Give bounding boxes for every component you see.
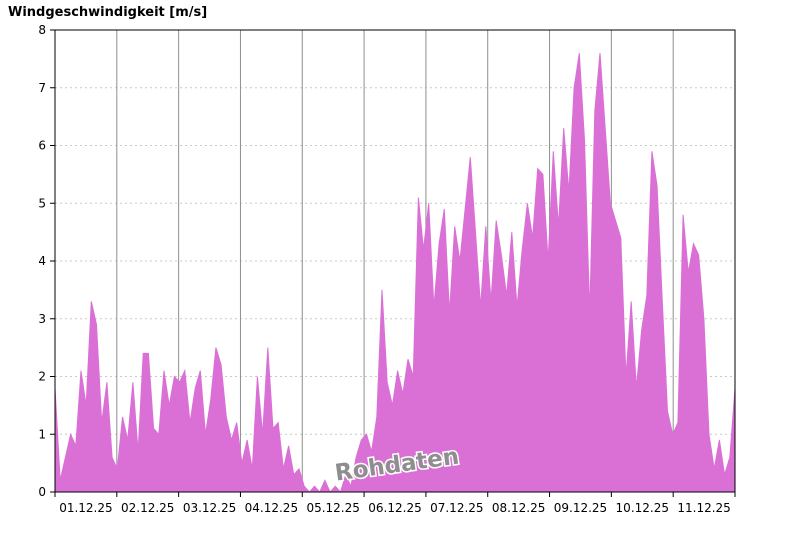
y-tick-label: 3 bbox=[38, 312, 46, 326]
chart-title: Windgeschwindigkeit [m/s] bbox=[8, 5, 208, 20]
x-tick-label: 06.12.25 bbox=[368, 501, 421, 515]
y-tick-label: 7 bbox=[38, 81, 46, 95]
x-tick-label: 01.12.25 bbox=[59, 501, 112, 515]
wind-speed-area bbox=[54, 53, 736, 493]
y-tick-label: 5 bbox=[38, 196, 46, 210]
y-tick-label: 0 bbox=[38, 485, 46, 499]
y-tick-label: 4 bbox=[38, 254, 46, 268]
y-tick-label: 2 bbox=[38, 370, 46, 384]
x-tick-label: 09.12.25 bbox=[554, 501, 607, 515]
x-tick-label: 04.12.25 bbox=[245, 501, 298, 515]
x-tick-label: 08.12.25 bbox=[492, 501, 545, 515]
x-tick-label: 03.12.25 bbox=[183, 501, 236, 515]
x-tick-label: 07.12.25 bbox=[430, 501, 483, 515]
y-tick-label: 6 bbox=[38, 139, 46, 153]
x-tick-label: 10.12.25 bbox=[616, 501, 669, 515]
x-tick-label: 11.12.25 bbox=[677, 501, 730, 515]
x-tick-label: 02.12.25 bbox=[121, 501, 174, 515]
y-tick-label: 8 bbox=[38, 23, 46, 37]
y-tick-label: 1 bbox=[38, 427, 46, 441]
x-tick-label: 05.12.25 bbox=[306, 501, 359, 515]
